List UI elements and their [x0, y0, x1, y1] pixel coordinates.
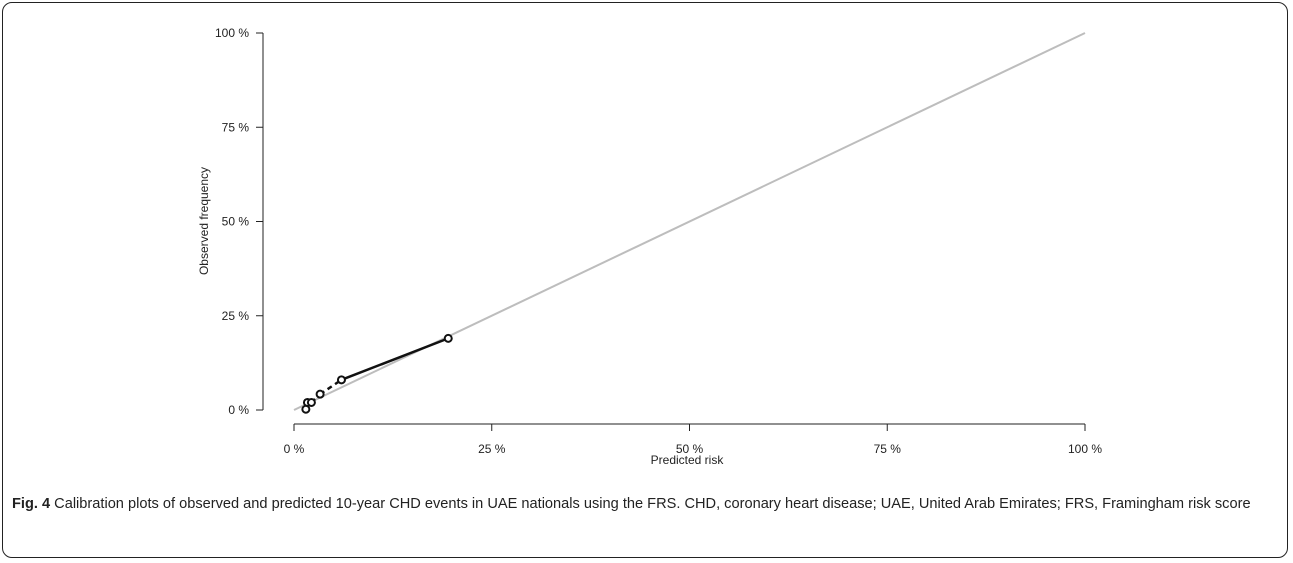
- x-tick-label: 25 %: [478, 442, 506, 456]
- y-tick-label: 75 %: [222, 120, 250, 134]
- calibration-point: [315, 389, 325, 399]
- calibration-point: [443, 333, 453, 343]
- chart-marks: [293, 32, 1086, 414]
- x-tick-label: 50 %: [676, 442, 704, 456]
- x-tick-label: 75 %: [874, 442, 902, 456]
- x-tick-label: 100 %: [1068, 442, 1102, 456]
- y-axis-title: Observed frequency: [197, 167, 211, 275]
- axes: 0 % 25 % 50 % 75 % 100 % 0 % 25 % 50 % 75 % 100 %: [215, 26, 1102, 456]
- y-tick-label: 50 %: [222, 215, 250, 229]
- y-tick-label: 0 %: [228, 403, 249, 417]
- y-tick-label: 25 %: [222, 309, 250, 323]
- calibration-point: [306, 397, 316, 407]
- calibration-plot: 0 % 25 % 50 % 75 % 100 % 0 % 25 % 50 % 75 % 100 %…: [197, 26, 1102, 467]
- calibration-point: [336, 375, 346, 385]
- x-tick-label: 0 %: [284, 442, 305, 456]
- y-tick-label: 100 %: [215, 26, 249, 40]
- caption-text: Calibration plots of observed and predic…: [50, 496, 1251, 512]
- x-axis-title: Predicted risk: [651, 453, 725, 467]
- calibration-segment: [341, 337, 449, 382]
- figure-caption: Fig. 4 Calibration plots of observed and…: [12, 492, 1280, 516]
- caption-label: Fig. 4: [12, 496, 51, 512]
